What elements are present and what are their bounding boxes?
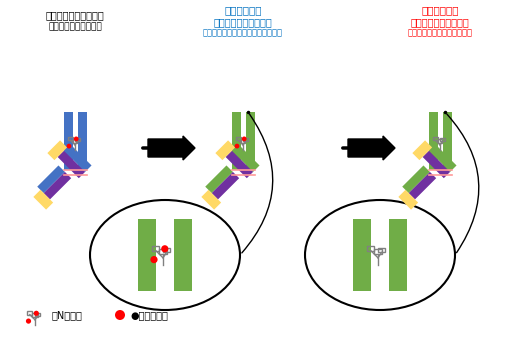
Bar — [63, 112, 73, 170]
Polygon shape — [48, 140, 67, 160]
Circle shape — [242, 136, 247, 141]
Bar — [138, 219, 156, 291]
Polygon shape — [225, 151, 253, 178]
Circle shape — [235, 144, 240, 149]
Circle shape — [26, 318, 31, 324]
Bar — [438, 139, 442, 143]
Circle shape — [33, 311, 39, 316]
Bar — [77, 112, 86, 170]
Polygon shape — [402, 165, 430, 193]
Bar — [243, 138, 248, 141]
Polygon shape — [408, 172, 436, 200]
Polygon shape — [399, 190, 418, 210]
Polygon shape — [64, 144, 92, 172]
Text: （オリジナルの抗体）: （オリジナルの抗体） — [48, 22, 102, 31]
Text: 改変第２段階: 改変第２段階 — [421, 5, 459, 15]
FancyArrow shape — [148, 136, 195, 160]
Bar — [367, 246, 374, 251]
Circle shape — [161, 245, 168, 252]
Circle shape — [115, 310, 125, 320]
Polygon shape — [215, 140, 235, 160]
Bar — [32, 313, 38, 317]
Bar — [68, 137, 73, 140]
Bar — [433, 137, 438, 140]
Bar — [27, 311, 32, 315]
Bar — [163, 248, 170, 252]
Text: 抗ポドカリキシン抗体: 抗ポドカリキシン抗体 — [213, 17, 272, 27]
Bar — [236, 137, 241, 140]
Polygon shape — [412, 140, 432, 160]
Polygon shape — [201, 190, 221, 210]
Bar — [35, 313, 40, 316]
Bar — [160, 249, 167, 254]
Bar — [440, 138, 445, 141]
Bar — [378, 248, 385, 252]
Bar — [428, 112, 438, 170]
Bar — [241, 139, 245, 143]
Polygon shape — [37, 165, 65, 193]
Polygon shape — [423, 151, 450, 178]
Text: 改変第１段階: 改変第１段階 — [224, 5, 262, 15]
Polygon shape — [43, 172, 71, 200]
FancyArrow shape — [348, 136, 395, 160]
Bar — [353, 219, 371, 291]
Bar — [442, 112, 451, 170]
Text: ：N型糖鎖: ：N型糖鎖 — [52, 310, 83, 320]
Circle shape — [151, 256, 157, 263]
Text: （糖鎖部分を改変した抗体）: （糖鎖部分を改変した抗体） — [407, 28, 472, 37]
Bar — [245, 112, 255, 170]
Bar — [75, 138, 80, 141]
Text: ●：フコース: ●：フコース — [130, 310, 168, 320]
Circle shape — [66, 144, 72, 149]
Polygon shape — [232, 144, 259, 172]
Polygon shape — [205, 165, 233, 193]
Polygon shape — [33, 190, 53, 210]
Bar — [389, 219, 407, 291]
Text: 抗ポドカリキシン抗体: 抗ポドカリキシン抗体 — [411, 17, 469, 27]
Polygon shape — [429, 144, 457, 172]
Text: 抗ポドカリキシン抗体: 抗ポドカリキシン抗体 — [46, 10, 105, 20]
Polygon shape — [58, 151, 85, 178]
Polygon shape — [212, 172, 239, 200]
Ellipse shape — [90, 200, 240, 310]
Bar — [232, 112, 241, 170]
Bar — [374, 249, 382, 254]
Circle shape — [74, 136, 78, 141]
Bar — [73, 139, 77, 143]
Bar — [152, 246, 160, 251]
Ellipse shape — [305, 200, 455, 310]
Bar — [174, 219, 192, 291]
Text: （タンパク質部分を改変した抗体）: （タンパク質部分を改変した抗体） — [203, 28, 283, 37]
